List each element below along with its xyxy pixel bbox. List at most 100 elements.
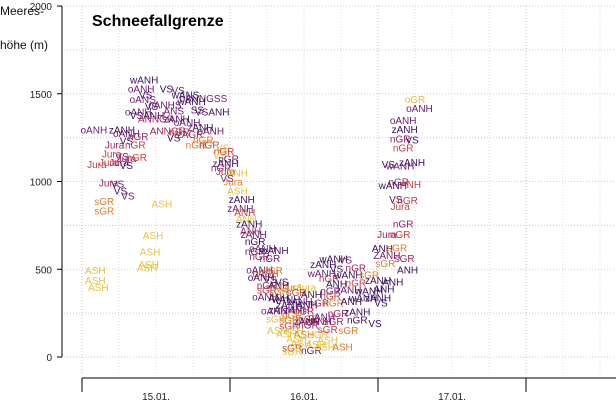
data-point: wANH <box>318 255 347 266</box>
data-point: wANH <box>307 269 336 280</box>
data-point: VS <box>114 186 128 197</box>
data-point: ANH <box>326 279 347 290</box>
data-point: ANS <box>163 106 184 117</box>
data-point: nGR <box>309 299 330 310</box>
data-point: sGR <box>375 259 395 270</box>
x-tick-label: 15.01. <box>142 392 170 403</box>
data-point: oANH <box>406 104 433 115</box>
data-point: Jura <box>99 158 119 169</box>
data-point: nGR <box>319 274 340 285</box>
data-point: ASH <box>85 276 106 287</box>
data-point: oANH <box>113 129 140 140</box>
data-point: VS <box>216 143 230 154</box>
data-point: sGR <box>266 314 286 325</box>
data-point: VS <box>111 179 125 190</box>
data-point: VS <box>167 134 181 145</box>
data-point: sGR <box>338 326 358 337</box>
data-point: SS <box>191 106 205 117</box>
data-point: ASH <box>291 339 312 350</box>
data-point: nGR <box>294 306 315 317</box>
data-point: sGR <box>94 206 114 217</box>
data-point: zANH <box>212 159 238 170</box>
data-point: ANH <box>227 169 248 180</box>
data-point: VS <box>368 319 382 330</box>
data-point: oANS <box>130 95 156 106</box>
data-point: nGR <box>126 153 147 164</box>
data-point: wANH <box>259 246 288 257</box>
data-point: VS <box>139 91 153 102</box>
data-point: ASH <box>227 186 248 197</box>
data-point: nGR <box>390 230 411 241</box>
y-axis-label-line1: Meeres- <box>0 4 44 18</box>
data-point: oANH <box>248 273 275 284</box>
data-point: ASH <box>137 263 158 274</box>
data-point: oANH <box>261 306 288 317</box>
data-point: ASH <box>140 248 161 259</box>
data-point: ANH <box>382 278 403 289</box>
data-point: nGR <box>214 147 235 158</box>
y-tick-label: 0 <box>46 353 52 364</box>
data-point: sGR <box>269 287 289 298</box>
data-point: VS <box>160 84 174 95</box>
data-point: sGR <box>263 266 283 277</box>
data-point: sJura <box>292 283 317 294</box>
data-point: zANH <box>344 307 370 318</box>
chart-title: Schneefallgrenze <box>92 13 224 30</box>
data-point: sGR <box>257 285 277 296</box>
data-point: sGR <box>318 325 338 336</box>
data-point: ANH <box>400 180 421 191</box>
data-point: wANH <box>176 97 205 108</box>
y-tick-label: 1500 <box>30 90 53 101</box>
x-tick-label: 16.01. <box>290 392 318 403</box>
data-point: Jura <box>87 160 107 171</box>
data-point: wANH <box>378 181 407 192</box>
data-point: sGR <box>94 197 114 208</box>
data-point: zANH <box>365 276 391 287</box>
data-point: nGR <box>347 315 368 326</box>
data-point: ANH <box>236 214 257 225</box>
data-point: ASH <box>267 326 288 337</box>
data-point: ASH <box>286 335 307 346</box>
data-point: oANH <box>197 127 224 138</box>
data-point: nGR <box>193 135 214 146</box>
data-point: nGR <box>301 346 322 357</box>
data-point: zANH <box>294 317 320 328</box>
data-point: VSANH <box>130 111 164 122</box>
data-point: ANH <box>373 285 394 296</box>
data-point: zANH <box>229 195 255 206</box>
data-point: Jura <box>109 158 129 169</box>
data-point: VS <box>382 160 396 171</box>
data-point: sGR <box>287 288 307 299</box>
data-point: nGR <box>388 178 409 189</box>
data-point: ANNGR <box>150 127 186 138</box>
data-point: nGR <box>199 141 220 152</box>
data-point: zANH <box>392 125 418 136</box>
data-point: sGR <box>282 347 302 358</box>
data-point: wANH <box>333 271 362 282</box>
y-tick-label: 500 <box>35 265 52 276</box>
data-point: ANH <box>372 244 393 255</box>
data-point: ANH <box>240 227 261 238</box>
data-point: wANH <box>348 293 377 304</box>
data-point: VS <box>220 174 234 185</box>
data-point: sGR <box>309 330 329 341</box>
data-point: zANH <box>227 204 253 215</box>
data-point: ANH <box>268 293 289 304</box>
data-point: oANH <box>308 313 335 324</box>
data-point: sGR <box>359 271 379 282</box>
data-point: ASH <box>314 342 335 353</box>
x-tick-label: 17.01. <box>438 392 466 403</box>
data-point: VS <box>120 161 134 172</box>
data-point: oANH <box>80 126 107 137</box>
data-point: VS <box>263 275 277 286</box>
y-axis-label-line2: höhe (m) <box>0 38 48 52</box>
data-point: VS <box>374 299 388 310</box>
data-point: Jura <box>216 167 236 178</box>
data-point: nGR <box>393 143 414 154</box>
data-point: ANH <box>268 281 289 292</box>
data-point: ASH <box>143 231 164 242</box>
data-point: VS <box>121 192 135 203</box>
data-point: nGR <box>282 311 303 322</box>
data-point: nGR <box>257 281 278 292</box>
